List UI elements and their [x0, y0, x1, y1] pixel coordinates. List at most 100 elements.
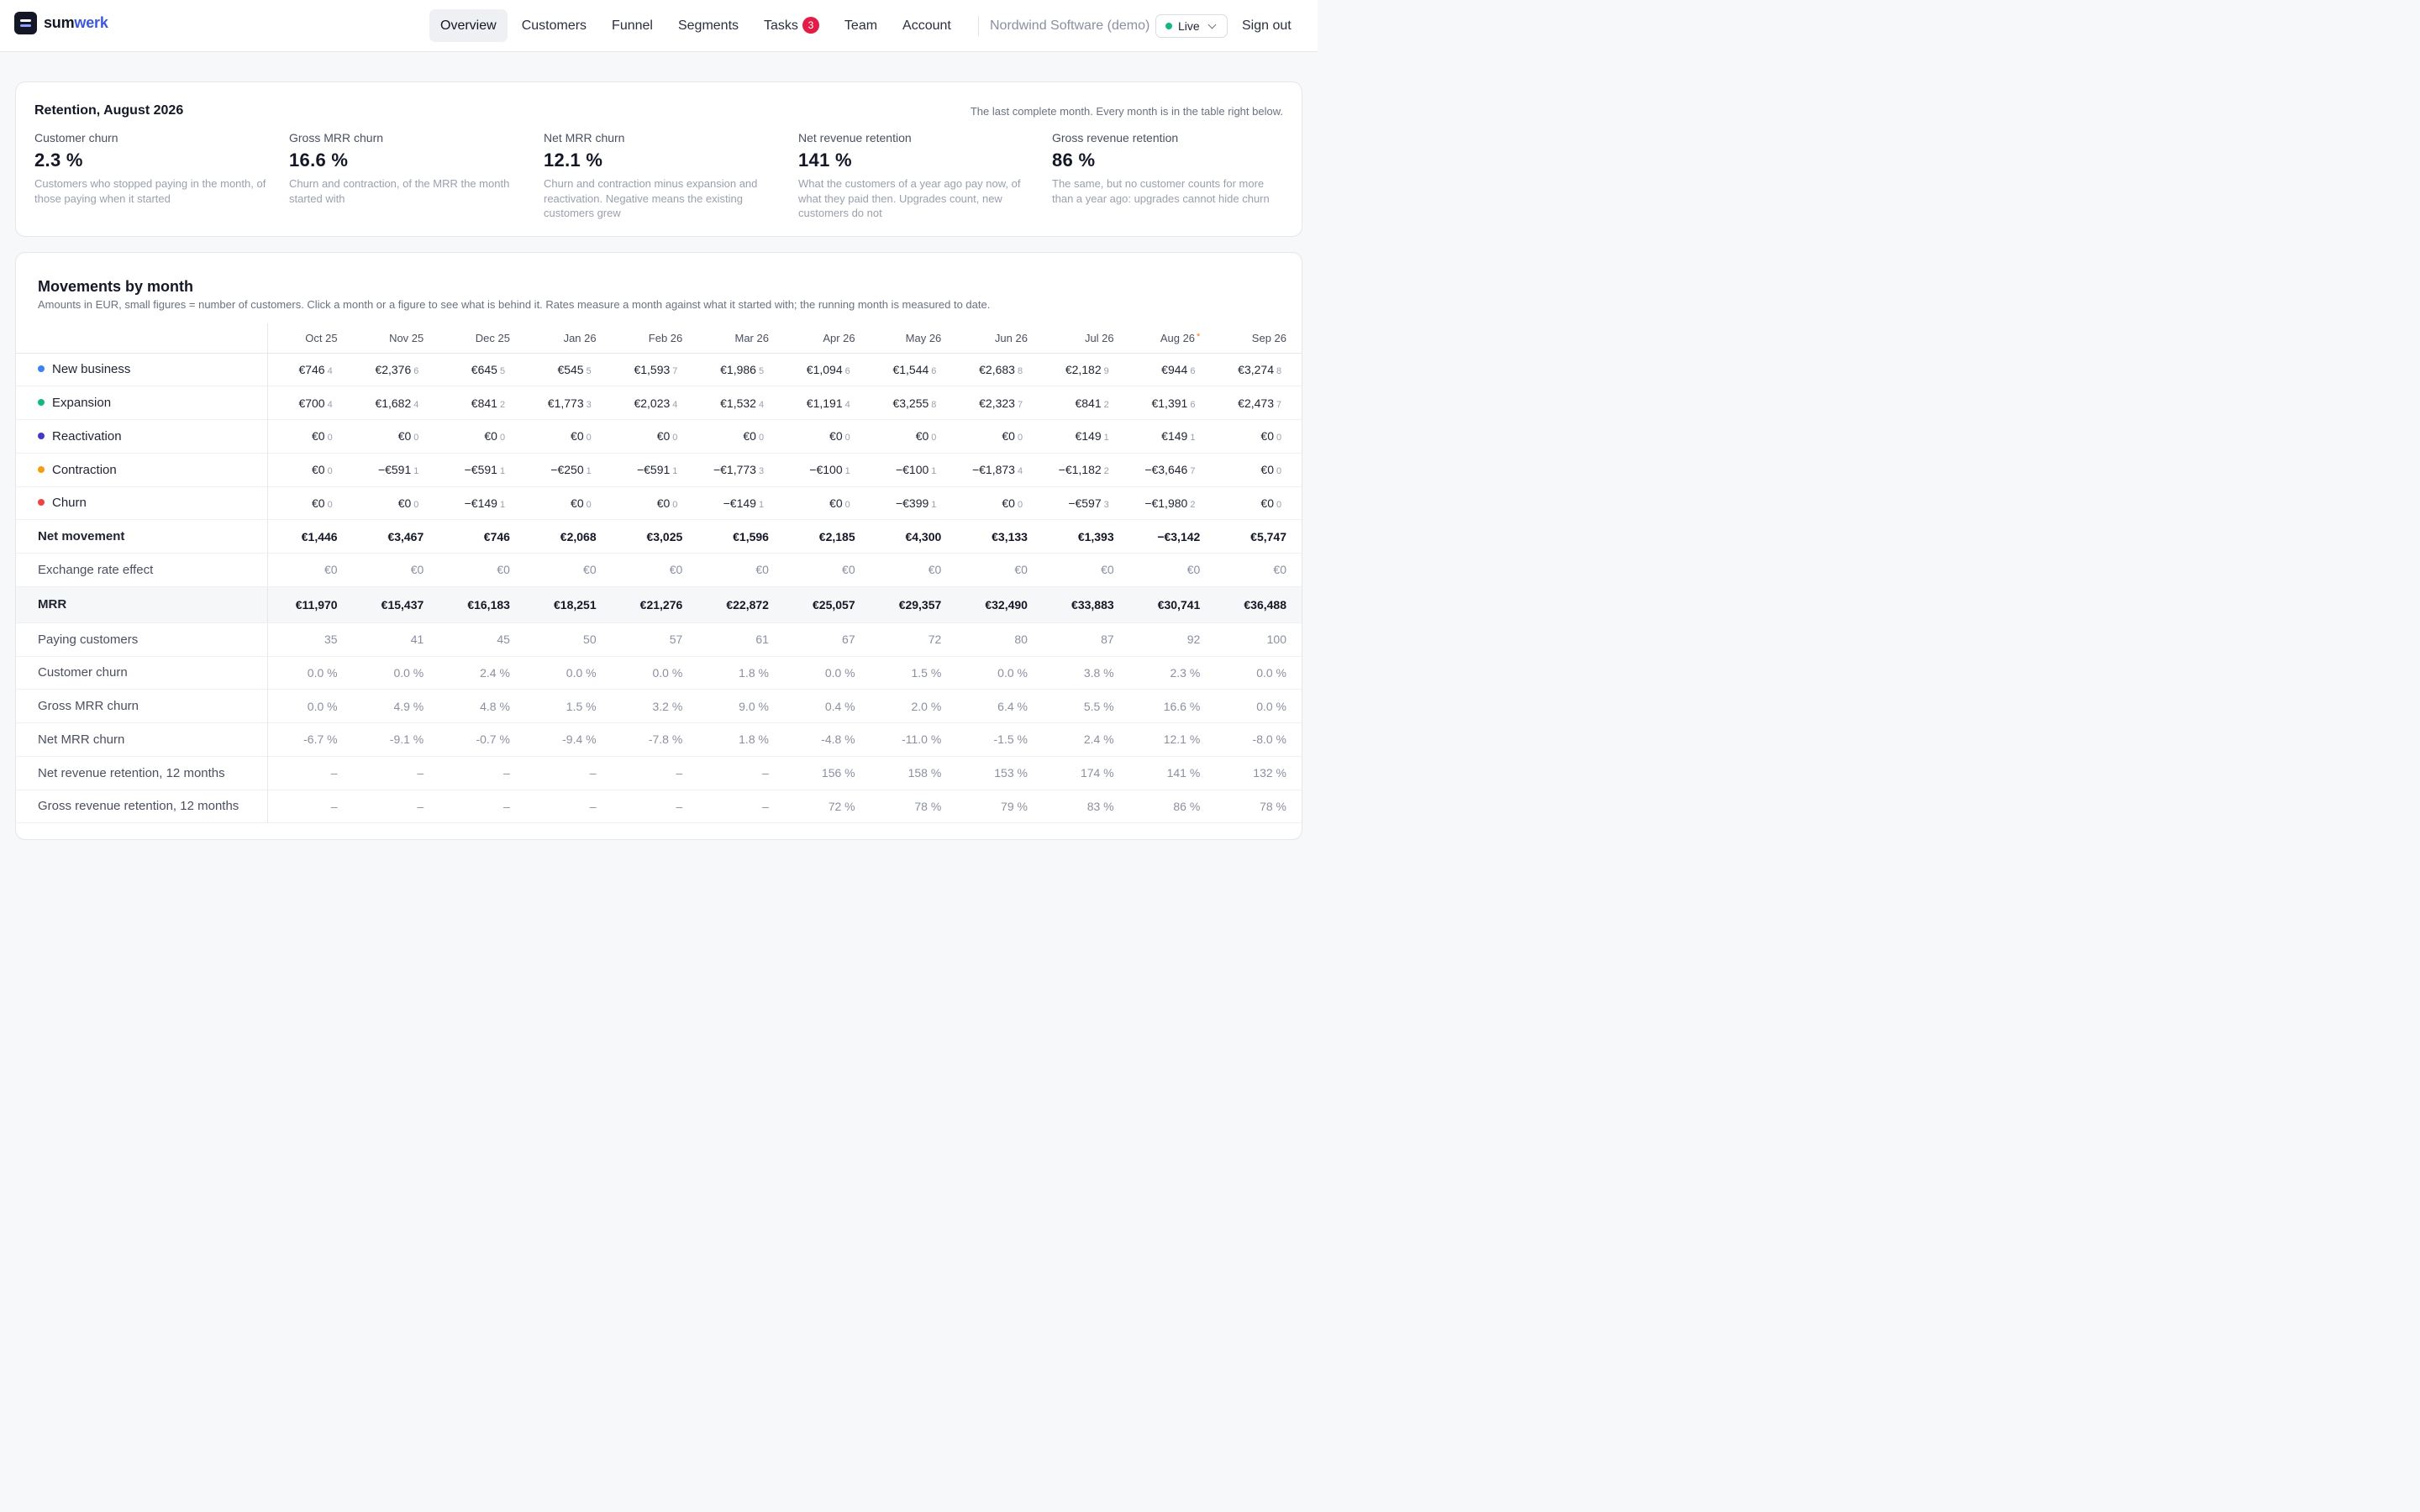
- nav-item-funnel[interactable]: Funnel: [601, 9, 664, 42]
- month-header[interactable]: May 26: [871, 323, 959, 354]
- movement-cell[interactable]: −€591 1: [440, 453, 527, 487]
- movement-cell[interactable]: −€100 1: [871, 453, 959, 487]
- value-cell[interactable]: €18,251: [526, 586, 613, 623]
- value-cell[interactable]: €25,057: [785, 586, 872, 623]
- value-cell[interactable]: €4,300: [871, 519, 959, 554]
- value-cell[interactable]: €0: [785, 553, 872, 587]
- movement-cell[interactable]: €2,683 8: [958, 353, 1044, 387]
- movement-cell[interactable]: €0 0: [785, 419, 872, 454]
- value-cell[interactable]: €3,133: [958, 519, 1044, 554]
- month-header[interactable]: Apr 26: [785, 323, 872, 354]
- value-cell[interactable]: €0: [699, 553, 786, 587]
- value-cell[interactable]: €32,490: [958, 586, 1044, 623]
- movement-cell[interactable]: −€1,773 3: [699, 453, 786, 487]
- movement-cell[interactable]: −€3,646 7: [1130, 453, 1218, 487]
- month-header[interactable]: Oct 25: [267, 323, 355, 354]
- value-cell[interactable]: €0: [526, 553, 613, 587]
- movement-cell[interactable]: −€591 1: [613, 453, 700, 487]
- month-header[interactable]: Dec 25: [440, 323, 527, 354]
- value-cell[interactable]: €22,872: [699, 586, 786, 623]
- month-header[interactable]: Jul 26: [1044, 323, 1131, 354]
- movement-cell[interactable]: €1,532 4: [699, 386, 786, 420]
- value-cell[interactable]: €5,747: [1217, 519, 1302, 554]
- value-cell[interactable]: €21,276: [613, 586, 700, 623]
- movement-cell[interactable]: €1,593 7: [613, 353, 700, 387]
- movement-cell[interactable]: −€1,873 4: [958, 453, 1044, 487]
- movement-cell[interactable]: €0 0: [526, 486, 613, 521]
- nav-item-overview[interactable]: Overview: [429, 9, 508, 42]
- value-cell[interactable]: €0: [1217, 553, 1302, 587]
- month-header[interactable]: Aug 26 *: [1130, 323, 1218, 354]
- movement-cell[interactable]: −€149 1: [699, 486, 786, 521]
- movement-cell[interactable]: −€149 1: [440, 486, 527, 521]
- movement-cell[interactable]: €2,376 6: [354, 353, 441, 387]
- movement-cell[interactable]: €2,323 7: [958, 386, 1044, 420]
- movement-cell[interactable]: €149 1: [1130, 419, 1218, 454]
- movement-cell[interactable]: €1,094 6: [785, 353, 872, 387]
- movement-cell[interactable]: €149 1: [1044, 419, 1131, 454]
- movement-cell[interactable]: €0 0: [1217, 419, 1302, 454]
- value-cell[interactable]: €746: [440, 519, 527, 554]
- sign-out-link[interactable]: Sign out: [1242, 18, 1292, 33]
- movement-cell[interactable]: €3,274 8: [1217, 353, 1302, 387]
- movement-cell[interactable]: €0 0: [267, 419, 355, 454]
- movement-cell[interactable]: €545 5: [526, 353, 613, 387]
- value-cell[interactable]: €0: [613, 553, 700, 587]
- movement-cell[interactable]: €1,773 3: [526, 386, 613, 420]
- month-header[interactable]: Nov 25: [354, 323, 441, 354]
- movement-cell[interactable]: −€1,980 2: [1130, 486, 1218, 521]
- value-cell[interactable]: €11,970: [267, 586, 355, 623]
- brand-logo[interactable]: sumwerk: [14, 12, 108, 34]
- nav-item-account[interactable]: Account: [892, 9, 962, 42]
- movement-cell[interactable]: €0 0: [613, 486, 700, 521]
- movement-cell[interactable]: €0 0: [613, 419, 700, 454]
- value-cell[interactable]: −€3,142: [1130, 519, 1218, 554]
- movement-cell[interactable]: €1,682 4: [354, 386, 441, 420]
- movement-cell[interactable]: €0 0: [526, 419, 613, 454]
- movement-cell[interactable]: €0 0: [267, 486, 355, 521]
- movement-cell[interactable]: −€399 1: [871, 486, 959, 521]
- movement-cell[interactable]: €0 0: [1217, 453, 1302, 487]
- value-cell[interactable]: €0: [440, 553, 527, 587]
- movement-cell[interactable]: €0 0: [958, 486, 1044, 521]
- nav-item-tasks[interactable]: Tasks 3: [753, 9, 830, 42]
- nav-item-segments[interactable]: Segments: [667, 9, 750, 42]
- month-header[interactable]: Jun 26: [958, 323, 1044, 354]
- movement-cell[interactable]: €1,191 4: [785, 386, 872, 420]
- value-cell[interactable]: €30,741: [1130, 586, 1218, 623]
- movement-cell[interactable]: €0 0: [1217, 486, 1302, 521]
- value-cell[interactable]: €0: [1044, 553, 1131, 587]
- value-cell[interactable]: €33,883: [1044, 586, 1131, 623]
- movement-cell[interactable]: €1,986 5: [699, 353, 786, 387]
- value-cell[interactable]: €3,467: [354, 519, 441, 554]
- value-cell[interactable]: €16,183: [440, 586, 527, 623]
- movement-cell[interactable]: €0 0: [871, 419, 959, 454]
- movement-cell[interactable]: −€100 1: [785, 453, 872, 487]
- value-cell[interactable]: €1,596: [699, 519, 786, 554]
- movement-cell[interactable]: €0 0: [354, 486, 441, 521]
- movement-cell[interactable]: €0 0: [440, 419, 527, 454]
- month-header[interactable]: Sep 26: [1217, 323, 1302, 354]
- value-cell[interactable]: €1,393: [1044, 519, 1131, 554]
- movement-cell[interactable]: €0 0: [958, 419, 1044, 454]
- movement-cell[interactable]: −€597 3: [1044, 486, 1131, 521]
- movement-cell[interactable]: €1,544 6: [871, 353, 959, 387]
- value-cell[interactable]: €15,437: [354, 586, 441, 623]
- environment-select[interactable]: Live: [1155, 14, 1228, 38]
- movement-cell[interactable]: €2,473 7: [1217, 386, 1302, 420]
- movement-cell[interactable]: −€591 1: [354, 453, 441, 487]
- movement-cell[interactable]: €746 4: [267, 353, 355, 387]
- movement-cell[interactable]: €2,182 9: [1044, 353, 1131, 387]
- movement-cell[interactable]: €841 2: [440, 386, 527, 420]
- month-header[interactable]: Mar 26: [699, 323, 786, 354]
- movement-cell[interactable]: −€250 1: [526, 453, 613, 487]
- movement-cell[interactable]: €1,391 6: [1130, 386, 1218, 420]
- value-cell[interactable]: €0: [958, 553, 1044, 587]
- organization-name[interactable]: Nordwind Software (demo): [990, 18, 1150, 33]
- movement-cell[interactable]: €700 4: [267, 386, 355, 420]
- value-cell[interactable]: €0: [1130, 553, 1218, 587]
- value-cell[interactable]: €2,068: [526, 519, 613, 554]
- value-cell[interactable]: €0: [354, 553, 441, 587]
- movement-cell[interactable]: €3,255 8: [871, 386, 959, 420]
- value-cell[interactable]: €36,488: [1217, 586, 1302, 623]
